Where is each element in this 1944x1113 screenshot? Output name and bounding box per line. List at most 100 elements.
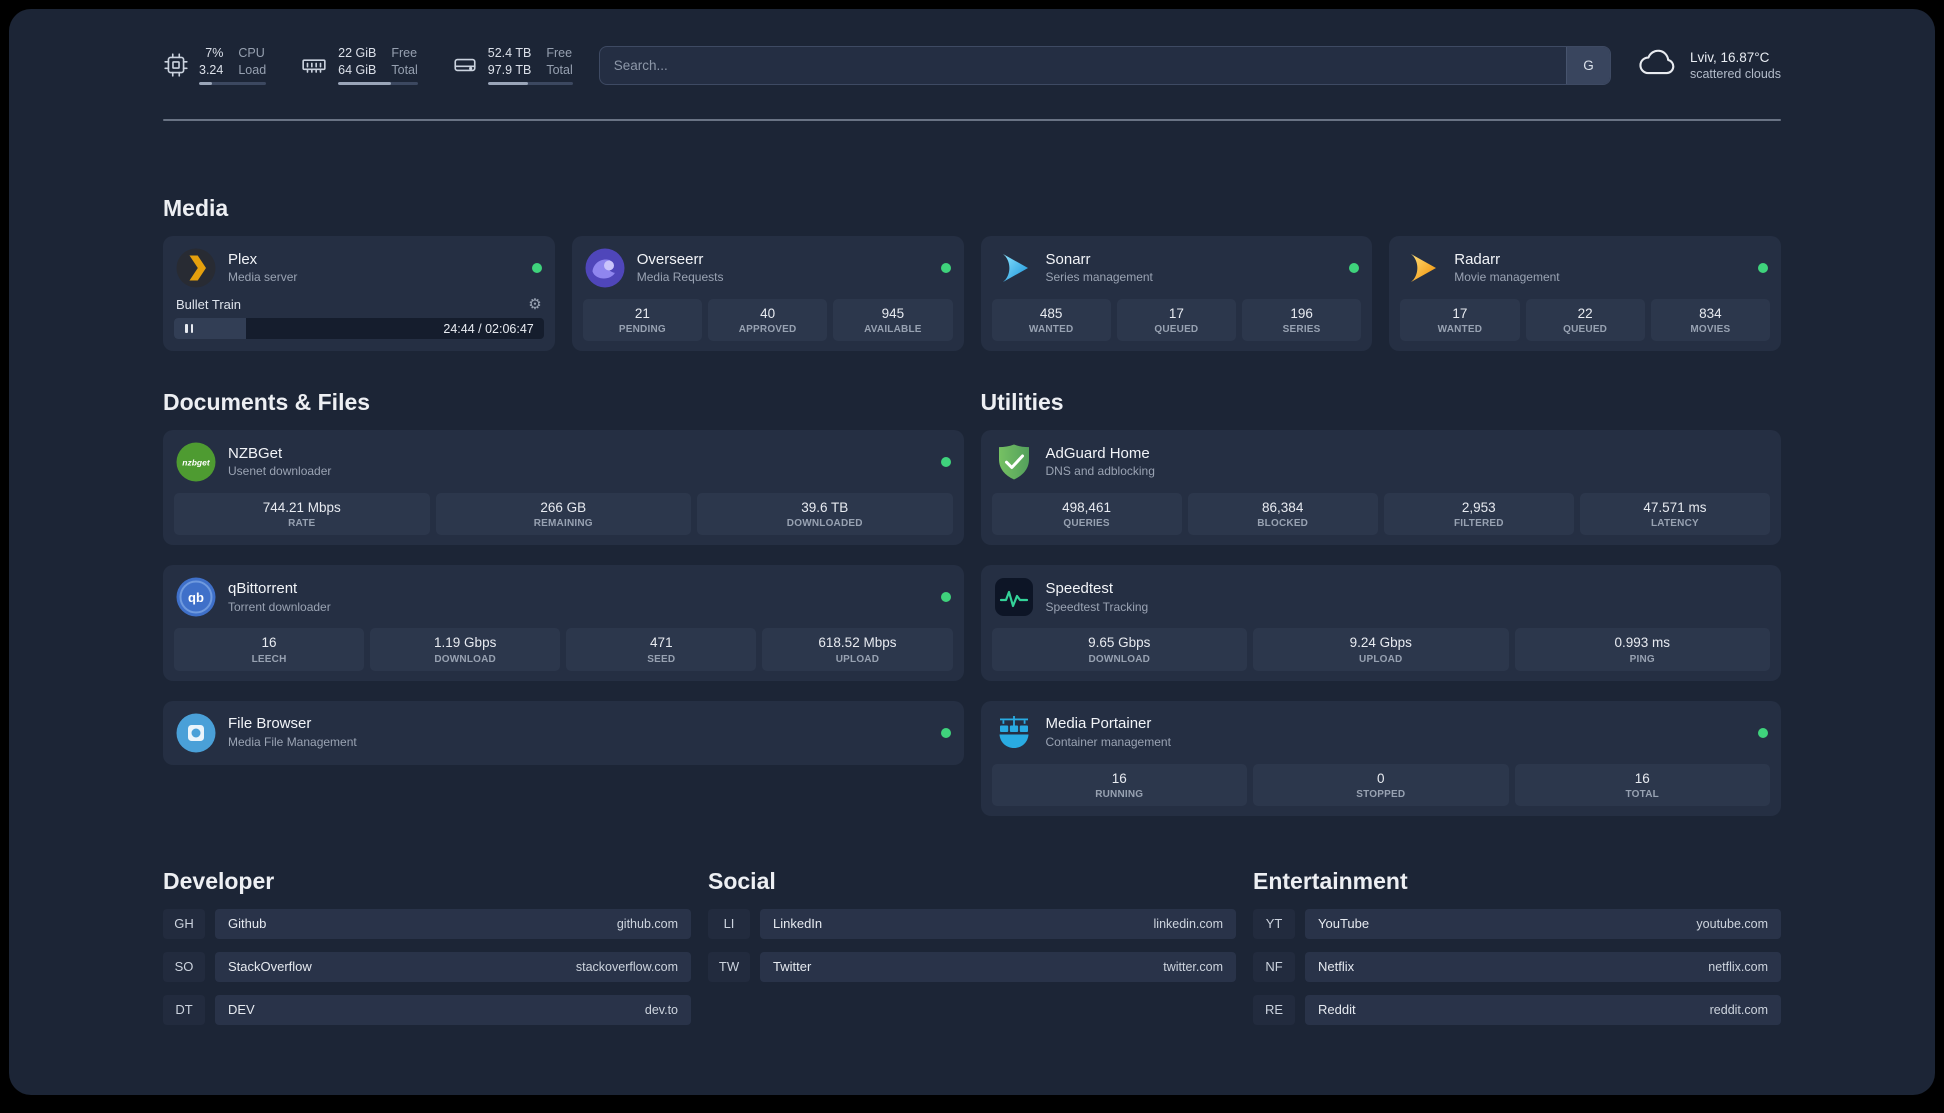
service-description: Media File Management [228,734,357,749]
search-bar: G [598,45,1611,85]
service-card-nzbget[interactable]: nzbget NZBGet Usenet downloader 744.21 M… [163,430,964,546]
disk-progress-track [487,82,573,86]
cpu-progress-track [199,82,267,86]
stat-label: DOWNLOAD [1088,653,1151,665]
bookmark-netflix[interactable]: NF Netflix netflix.com [1253,951,1781,982]
service-card-overseerr[interactable]: Overseerr Media Requests 21 PENDING 40 A… [571,236,964,352]
bookmark-github[interactable]: GH Github github.com [163,908,691,939]
stat-label: UPLOAD [835,653,880,665]
memory-total-value: 64 GiB [338,62,377,77]
stat-tile: 9.24 Gbps UPLOAD [1253,628,1509,671]
service-header-portainer: Media Portainer Container management [992,711,1771,755]
service-description: Media server [228,270,298,285]
bookmark-group-social: Social LI LinkedIn linkedin.com TW Twitt… [708,868,1236,995]
service-card-speedtest[interactable]: Speedtest Speedtest Tracking 9.65 Gbps D… [980,565,1781,681]
service-card-qbittorrent[interactable]: qb qBittorrent Torrent downloader 16 LEE… [163,565,964,681]
stat-value: 1.19 Gbps [434,635,497,651]
stat-label: MOVIES [1690,324,1731,336]
stat-label: RUNNING [1095,788,1144,800]
bookmark-youtube[interactable]: YT YouTube youtube.com [1253,908,1781,939]
stat-tile: 86,384 BLOCKED [1187,493,1378,536]
stat-label: SERIES [1282,324,1321,336]
status-dot-online [940,457,951,468]
playback-progress-bar[interactable]: 24:44 / 02:06:47 [174,318,544,339]
bookmark-domain: netflix.com [1708,959,1768,974]
stats-row: 9.65 Gbps DOWNLOAD 9.24 Gbps UPLOAD 0.99… [991,628,1770,671]
overseerr-icon [585,248,625,288]
bookmark-dev[interactable]: DT DEV dev.to [163,994,691,1025]
service-card-filebrowser[interactable]: File Browser Media File Management [163,700,964,765]
search-input[interactable] [599,46,1566,84]
service-card-sonarr[interactable]: Sonarr Series management 485 WANTED 17 Q… [980,236,1373,352]
service-text: Speedtest Speedtest Tracking [1046,581,1149,614]
bookmark-abbr: DT [163,994,205,1025]
bookmark-domain: dev.to [644,1002,678,1017]
service-text: Media Portainer Container management [1046,716,1171,749]
service-name: File Browser [228,715,312,733]
memory-free-label: Free [391,45,418,60]
service-text: AdGuard Home DNS and adblocking [1046,445,1155,479]
stat-tile: 39.6 TB DOWNLOADED [697,493,953,536]
service-card-plex[interactable]: Plex Media server Bullet Train ⚙ 24:44 /… [163,236,555,352]
stat-value: 2,953 [1461,500,1496,516]
bookmark-reddit[interactable]: RE Reddit reddit.com [1253,994,1781,1025]
now-playing-row: Bullet Train ⚙ [176,297,542,312]
service-description: Series management [1045,270,1153,285]
gear-icon[interactable]: ⚙ [528,296,542,313]
cpu-label: CPU [238,45,265,60]
stat-value: 39.6 TB [801,500,849,516]
sonarr-icon [994,248,1034,288]
bookmark-group-entertainment: Entertainment YT YouTube youtube.com NF … [1253,868,1781,1038]
service-header-nzbget: nzbget NZBGet Usenet downloader [174,440,953,484]
bookmark-linkedin[interactable]: LI LinkedIn linkedin.com [708,908,1236,939]
section-title-media: Media [163,195,229,221]
bookmark-abbr: NF [1253,951,1295,982]
stat-tile: 945 AVAILABLE [833,299,953,342]
service-card-portainer[interactable]: Media Portainer Container management 16 … [980,700,1781,816]
nzbget-icon: nzbget [176,442,216,482]
stats-row: 485 WANTED 17 QUEUED 196 SERIES [991,299,1362,342]
stat-tile: 485 WANTED [991,299,1111,342]
bookmark-name: DEV [228,1002,255,1018]
stat-label: APPROVED [738,324,797,336]
cpu-widget: 7% CPU 3.24 Load [163,45,267,86]
bookmark-stackoverflow[interactable]: SO StackOverflow stackoverflow.com [163,951,691,982]
service-name: qBittorrent [228,580,298,598]
section-utilities: Utilities AdGuard Home [980,389,1781,816]
stat-label: DOWNLOADED [786,518,863,530]
status-dot-online [1349,263,1360,273]
service-card-radarr[interactable]: Radarr Movie management 17 WANTED 22 QUE… [1389,236,1781,352]
playback-progress-fill [174,318,247,339]
section-documents: Documents & Files nzbget NZBGet Usenet d… [163,389,964,765]
pause-icon[interactable] [185,324,193,333]
stat-tile: 196 SERIES [1242,299,1362,342]
service-card-adguard[interactable]: AdGuard Home DNS and adblocking 498,461 … [980,430,1781,546]
stat-value: 22 [1577,306,1593,321]
bookmark-bar: Github github.com [215,908,691,939]
service-header-radarr: Radarr Movie management [1400,246,1770,290]
weather-text: Lviv, 16.87°C scattered clouds [1690,49,1781,81]
memory-widget: 22 GiB Free 64 GiB Total [300,45,418,86]
bookmark-twitter[interactable]: TW Twitter twitter.com [708,951,1236,982]
radarr-icon [1402,248,1442,288]
disk-total-value: 97.9 TB [487,62,532,77]
now-playing-title: Bullet Train [176,297,242,312]
service-text: Plex Media server [228,251,298,285]
status-dot-online [1758,263,1768,273]
stat-label: PING [1629,653,1655,665]
bookmark-bar: YouTube youtube.com [1305,908,1781,939]
stat-tile: 2,953 FILTERED [1383,493,1574,536]
stat-value: 498,461 [1062,500,1111,516]
bookmark-bar: Reddit reddit.com [1305,994,1781,1025]
bookmark-domain: youtube.com [1696,916,1768,931]
stat-value: 16 [261,635,277,651]
cpu-load-value: 3.24 [199,62,224,77]
stat-tile: 17 WANTED [1400,299,1520,342]
stat-value: 16 [1111,770,1127,786]
stat-tile: 0.993 ms PING [1514,628,1770,671]
bookmark-name: Reddit [1318,1002,1356,1018]
stat-label: UPLOAD [1359,653,1403,665]
service-header-speedtest: Speedtest Speedtest Tracking [992,575,1771,619]
search-provider-button[interactable]: G [1565,46,1610,84]
disk-icon [452,52,478,78]
